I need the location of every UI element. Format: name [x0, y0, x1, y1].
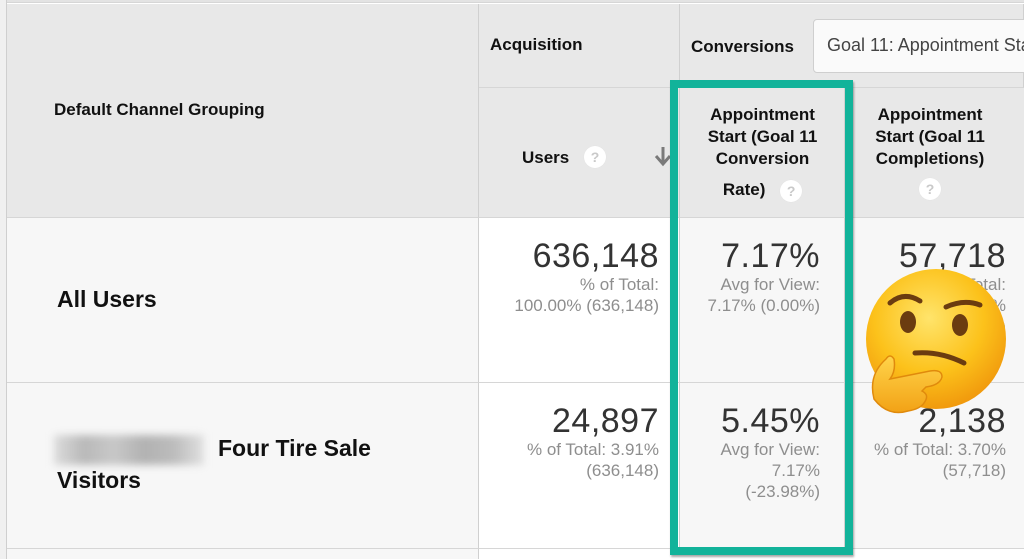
top-border [0, 0, 1024, 3]
table-row-dimension-cell[interactable]: All Users [7, 218, 479, 383]
left-edge [0, 0, 7, 559]
goal-selector-value: Goal 11: Appointment Start [827, 35, 1024, 55]
conversion-rate-sub: Avg for View: [720, 440, 820, 459]
conversion-rate-sub: (-23.98%) [745, 482, 820, 501]
conversion-rate-label-line: Conversion [715, 149, 810, 168]
conversion-rate-value: 5.45% [721, 402, 820, 440]
dimension-header-cell[interactable]: Default Channel Grouping [7, 4, 479, 218]
conversion-rate-sub: 7.17% [771, 461, 820, 480]
help-icon[interactable]: ? [919, 178, 941, 200]
acquisition-group-header: Acquisition [479, 4, 680, 88]
dimension-value: Four Tire Sale [218, 435, 371, 461]
completions-column-header[interactable]: Appointment Start (Goal 11 Completions) … [845, 88, 1024, 218]
table-row-stub [7, 549, 479, 559]
completions-sub: (57,718) [942, 461, 1006, 480]
conversion-rate-column-header[interactable]: Appointment Start (Goal 11 Conversion Ra… [680, 88, 845, 218]
users-column-label: Users [522, 148, 570, 167]
users-sub: 100.00% (636,148) [514, 296, 659, 315]
users-cell: 636,148 % of Total: 100.00% (636,148) [479, 218, 680, 383]
thinking-face-emoji-icon [866, 269, 1006, 414]
dimension-value-line2: Visitors [57, 466, 141, 493]
sort-descending-arrow-icon[interactable] [653, 144, 673, 168]
conversion-rate-label-line: Rate) [722, 180, 766, 199]
conversion-rate-cell: 5.45% Avg for View: 7.17% (-23.98%) [680, 383, 845, 549]
completions-value: 57,718 [899, 237, 1006, 275]
completions-label-line: Start (Goal 11 [875, 127, 985, 146]
users-sub: % of Total: 3.91% [527, 440, 659, 459]
completions-cell: 2,138 % of Total: 3.70% (57,718) [845, 383, 1024, 549]
completions-label-line: Appointment [877, 105, 983, 124]
goal-selector-dropdown[interactable]: Goal 11: Appointment Start [813, 19, 1024, 73]
conversions-label: Conversions [691, 37, 794, 56]
users-column-header[interactable]: Users ? [479, 88, 680, 218]
conversion-rate-label-line: Appointment [710, 105, 815, 124]
table-row-dimension-cell[interactable]: Four Tire Sale Visitors [7, 383, 479, 549]
redacted-text-block [54, 434, 204, 465]
completions-label-line: Completions) [875, 149, 985, 168]
users-cell: 24,897 % of Total: 3.91% (636,148) [479, 383, 680, 549]
dimension-header-label: Default Channel Grouping [54, 100, 265, 119]
conversion-rate-label-line: Start (Goal 11 [707, 127, 818, 146]
help-icon[interactable]: ? [780, 179, 803, 202]
acquisition-label: Acquisition [490, 35, 583, 54]
users-sub: (636,148) [586, 461, 659, 480]
completions-sub: % of Total: 3.70% [874, 440, 1006, 459]
table-row-stub [479, 549, 1024, 559]
users-sub: % of Total: [579, 275, 659, 294]
users-value: 24,897 [552, 402, 659, 440]
users-value: 636,148 [532, 237, 659, 275]
dimension-value: All Users [57, 286, 157, 312]
conversion-rate-sub: 7.17% (0.00%) [707, 296, 820, 315]
conversion-rate-value: 7.17% [721, 237, 820, 275]
conversion-rate-sub: Avg for View: [720, 275, 820, 294]
help-icon[interactable]: ? [584, 146, 606, 168]
completions-value: 2,138 [918, 402, 1006, 440]
conversion-rate-cell: 7.17% Avg for View: 7.17% (0.00%) [680, 218, 845, 383]
